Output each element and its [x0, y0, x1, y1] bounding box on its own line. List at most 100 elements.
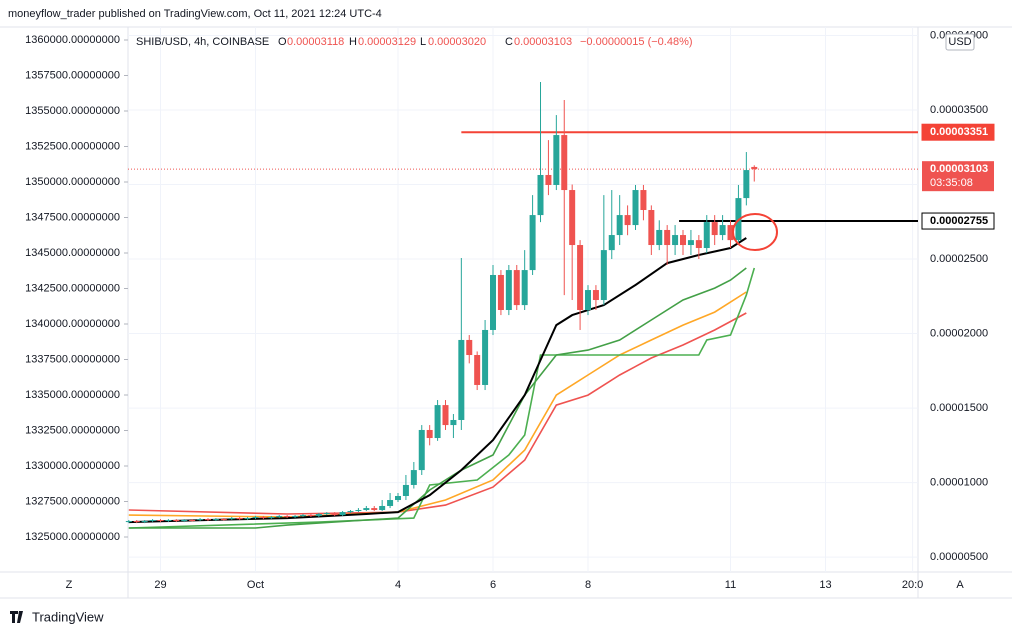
candle-body	[347, 511, 354, 513]
candle-body	[592, 290, 599, 301]
candle-body	[743, 170, 750, 199]
candle-body	[442, 405, 449, 426]
left-tick-label: 1347500.00000000	[25, 211, 120, 223]
candle-body	[125, 521, 132, 523]
left-tick-label: 1327500.00000000	[25, 495, 120, 507]
footer-brand: TradingView	[32, 609, 104, 624]
candle-body	[505, 270, 512, 311]
candle-body	[529, 215, 536, 271]
candle-body	[157, 519, 164, 522]
price-tag-label: 0.00002755	[930, 215, 988, 227]
candle-body	[616, 215, 623, 236]
candle-body	[402, 484, 409, 496]
candle-body	[466, 339, 473, 356]
candle-body	[339, 512, 346, 516]
candle-body	[664, 229, 671, 246]
legend-o-value: 0.00003118	[287, 36, 344, 48]
left-tick-label: 1352500.00000000	[25, 140, 120, 152]
last-price-tag	[922, 161, 994, 192]
candle-body	[363, 508, 370, 511]
candle-body	[561, 135, 568, 191]
legend-h-value: 0.00003129	[358, 36, 416, 48]
left-tick-label: 1337500.00000000	[25, 353, 120, 365]
candle-body	[395, 495, 401, 501]
candle-body	[624, 215, 631, 226]
left-tick-label: 1360000.00000000	[25, 34, 120, 46]
candle-body	[632, 190, 639, 226]
price-tag-label: 0.00003351	[930, 126, 988, 138]
x-tick-label: 29	[154, 579, 166, 591]
candle-body	[284, 515, 291, 518]
left-tick-label: 1350000.00000000	[25, 176, 120, 188]
currency-box	[945, 33, 975, 51]
candle-body	[703, 222, 710, 249]
legend-c: C	[505, 36, 513, 48]
left-tick-label: 1332500.00000000	[25, 424, 120, 436]
candle-body	[648, 210, 655, 246]
candle-body	[331, 512, 338, 516]
candle-body	[244, 518, 251, 520]
y-tick-label: 0.00002000	[930, 327, 988, 339]
candle-body	[458, 339, 465, 420]
candle-body	[299, 515, 306, 517]
left-tick-label: 1330000.00000000	[25, 460, 120, 472]
x-tick-label: 13	[819, 579, 831, 591]
legend-change: −0.00000015 (−0.48%)	[580, 36, 693, 48]
candle-body	[228, 518, 235, 520]
candle-body	[585, 290, 592, 311]
candle-body	[204, 519, 211, 521]
candle-body	[141, 521, 148, 523]
candle-body	[687, 240, 694, 246]
candle-body	[387, 500, 394, 506]
candle-body	[680, 235, 687, 246]
zoom-button[interactable]	[52, 576, 86, 594]
x-tick-label: 4	[395, 579, 401, 591]
legend-l: L	[420, 36, 426, 48]
candle-body	[608, 235, 615, 251]
candle-body	[553, 135, 560, 185]
candle-body	[434, 405, 441, 439]
x-tick-label: 6	[490, 579, 496, 591]
candle-body	[711, 222, 718, 236]
candle-body	[315, 514, 322, 516]
y-tick-label: 0.00003500	[930, 104, 988, 116]
candle-body	[656, 229, 663, 246]
y-tick-label: 0.00000500	[930, 551, 988, 563]
candle-body	[149, 519, 156, 522]
x-tick-label: 11	[725, 579, 736, 591]
candle-body	[323, 512, 330, 515]
tv-logo	[10, 611, 23, 623]
candle-body	[513, 270, 520, 306]
auto-button-label[interactable]: A	[956, 579, 964, 591]
left-tick-label: 1342500.00000000	[25, 282, 120, 294]
legend-c-value: 0.00003103	[514, 36, 572, 48]
candle-body	[482, 329, 489, 385]
candle-body	[490, 274, 497, 330]
candle-body	[426, 429, 433, 439]
candle-body	[212, 519, 219, 521]
price-tag	[921, 123, 995, 141]
x-tick-label: 20:0	[902, 579, 923, 591]
candle-body	[165, 519, 172, 522]
legend-o: O	[278, 36, 287, 48]
candle-body	[497, 274, 504, 311]
currency-label: USD	[948, 36, 971, 48]
candle-body	[276, 515, 283, 518]
left-tick-label: 1357500.00000000	[25, 69, 120, 81]
countdown: 03:35:08	[930, 177, 973, 189]
candle-body	[173, 519, 180, 522]
candle-body	[268, 517, 275, 519]
candle-body	[371, 508, 378, 511]
legend-h: H	[349, 36, 357, 48]
last-price-label: 0.00003103	[930, 163, 988, 175]
left-tick-label: 1355000.00000000	[25, 105, 120, 117]
candle-body	[545, 174, 552, 185]
candle-body	[189, 519, 196, 521]
candle-body	[220, 519, 227, 521]
candle-body	[640, 190, 647, 211]
zoom-button-label[interactable]: Z	[66, 579, 73, 591]
candle-body	[537, 174, 544, 216]
candle-body	[252, 517, 259, 519]
candle-body	[418, 429, 425, 471]
